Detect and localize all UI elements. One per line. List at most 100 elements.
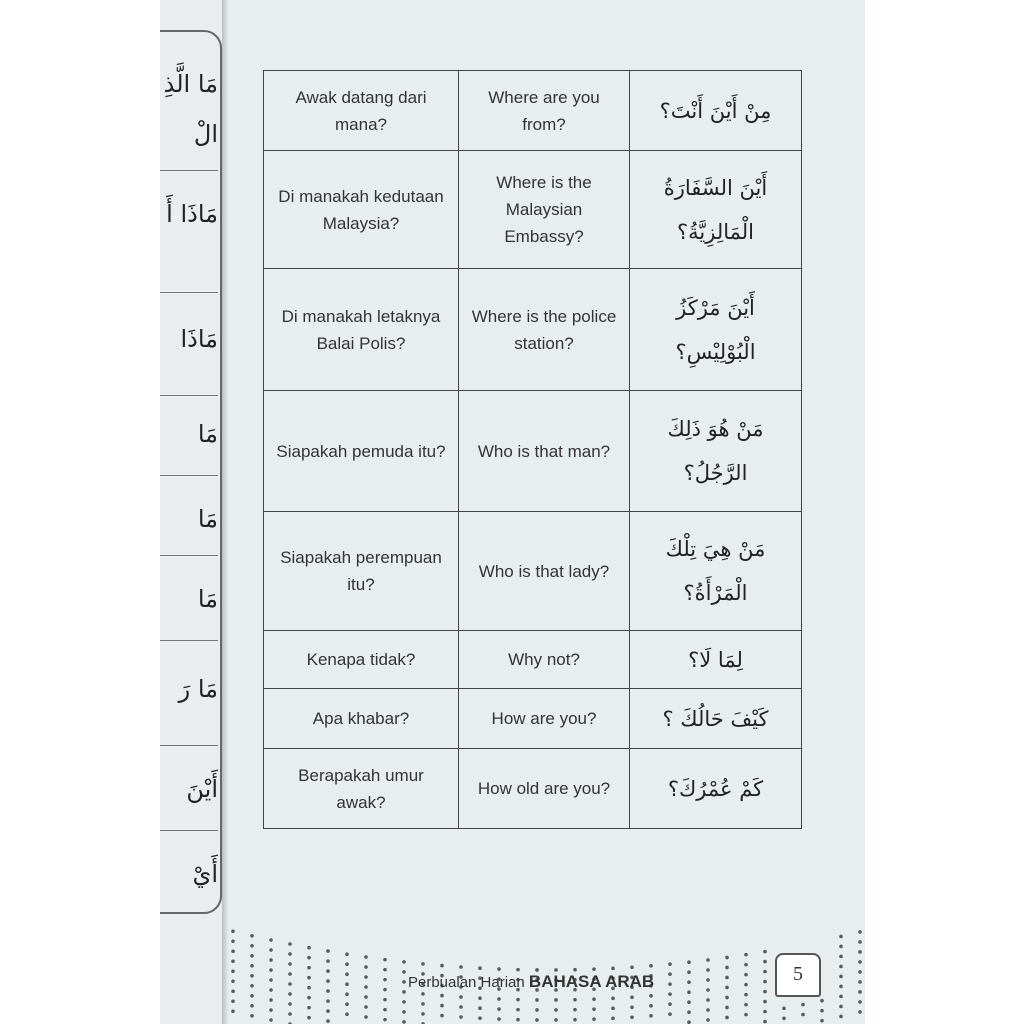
decor-dot — [592, 977, 596, 981]
decor-dot — [478, 1016, 482, 1020]
decor-dot — [402, 1020, 406, 1024]
decor-dot — [345, 982, 349, 987]
decor-dot — [231, 969, 235, 974]
decor-dot — [630, 995, 634, 1000]
decor-dot — [611, 996, 615, 1001]
decor-dot — [839, 994, 843, 999]
decor-dot — [269, 998, 273, 1002]
decor-dot — [269, 1008, 273, 1012]
decor-dot — [497, 977, 501, 981]
decor-dot — [839, 1014, 843, 1019]
decor-dot — [630, 985, 634, 990]
decor-dot — [326, 1019, 330, 1023]
decor-dot — [288, 1012, 292, 1016]
decor-dot — [839, 944, 843, 949]
decor-dot — [383, 967, 387, 972]
decor-dot — [288, 1002, 292, 1006]
table-row: Siapakah perempuan itu? Who is that lady?… — [263, 511, 802, 631]
page-number: 5 — [775, 953, 821, 997]
decor-dot — [706, 1018, 710, 1022]
decor-dot — [554, 998, 558, 1002]
decor-dot — [668, 972, 672, 976]
decor-dot — [687, 960, 691, 965]
decor-dot — [649, 1004, 653, 1008]
decor-dot — [858, 960, 862, 964]
arabic-cell: كَمْ عُمْرُكَ؟ — [629, 748, 802, 829]
decor-dot — [630, 1015, 634, 1020]
decor-dot — [516, 1007, 520, 1012]
decor-dot — [288, 992, 292, 996]
decor-dot — [383, 997, 387, 1002]
decor-dot — [307, 955, 311, 960]
decor-dot — [573, 987, 577, 992]
table-row: Berapakah umur awak? How old are you? كَمْ… — [263, 748, 802, 829]
decor-dot — [592, 997, 596, 1001]
divider — [160, 395, 218, 396]
decor-dot — [763, 999, 767, 1004]
decor-dot — [782, 1016, 786, 1021]
decor-dot — [668, 992, 672, 996]
decor-dot — [611, 966, 615, 971]
decor-dot — [611, 1016, 615, 1021]
background-left — [0, 0, 160, 1024]
malay-cell: Kenapa tidak? — [263, 630, 459, 689]
decor-dot — [725, 1015, 729, 1020]
decor-dot — [326, 989, 330, 993]
decor-dot — [668, 1002, 672, 1006]
decor-dot — [687, 1000, 691, 1005]
divider — [160, 830, 218, 831]
decor-dot — [839, 1004, 843, 1009]
decor-dot — [269, 1018, 273, 1022]
series-prefix: Perbualan Harian — [408, 974, 525, 991]
decor-dot — [763, 969, 767, 974]
decor-dot — [421, 982, 425, 986]
decor-dot — [326, 999, 330, 1003]
decor-dot — [231, 999, 235, 1004]
decor-dot — [763, 1009, 767, 1014]
decor-dot — [820, 1008, 824, 1013]
english-cell: Who is that man? — [458, 390, 630, 512]
decor-dot — [725, 975, 729, 980]
decor-dot — [573, 967, 577, 972]
decor-dot — [668, 982, 672, 986]
decor-dot — [269, 948, 273, 952]
decor-dot — [440, 973, 444, 978]
decor-dot — [535, 998, 539, 1002]
decor-dot — [459, 995, 463, 999]
decor-dot — [649, 964, 653, 968]
decor-dot — [744, 972, 748, 977]
english-cell: Where is the Malaysian Embassy? — [458, 150, 630, 269]
decor-dot — [649, 1014, 653, 1018]
decor-dot — [231, 929, 235, 934]
decor-dot — [535, 968, 539, 972]
decor-dot — [858, 1010, 862, 1014]
background-right — [865, 0, 1024, 1024]
decor-dot — [573, 977, 577, 982]
left-fragment: مَاذَا — [180, 325, 218, 353]
series-title: BAHASA ARAB — [528, 972, 655, 991]
decor-dot — [307, 995, 311, 1000]
english-cell: How old are you? — [458, 748, 630, 829]
decor-dot — [611, 986, 615, 991]
decor-dot — [402, 980, 406, 984]
table-row: Apa khabar? How are you? كَيْفَ حَالُكَ ؟ — [263, 688, 802, 749]
decor-dot — [421, 992, 425, 996]
decor-dot — [858, 930, 862, 934]
decor-dot — [858, 950, 862, 954]
decor-dot — [801, 1002, 805, 1007]
decor-dot — [288, 972, 292, 976]
malay-cell: Di manakah letaknya Balai Polis? — [263, 268, 459, 391]
decor-dot — [839, 934, 843, 939]
decorative-dot-arc — [231, 929, 862, 1024]
decor-dot — [858, 940, 862, 944]
decor-dot — [820, 998, 824, 1003]
malay-cell: Berapakah umur awak? — [263, 748, 459, 829]
english-cell: Where is the police station? — [458, 268, 630, 391]
decor-dot — [307, 985, 311, 990]
english-cell: Why not? — [458, 630, 630, 689]
decor-dot — [763, 1019, 767, 1024]
decor-dot — [478, 976, 482, 980]
decor-dot — [535, 1008, 539, 1012]
decor-dot — [725, 1005, 729, 1010]
arabic-cell: مَنْ هِيَ تِلْكَ الْمَرْأَةُ؟ — [629, 511, 802, 631]
